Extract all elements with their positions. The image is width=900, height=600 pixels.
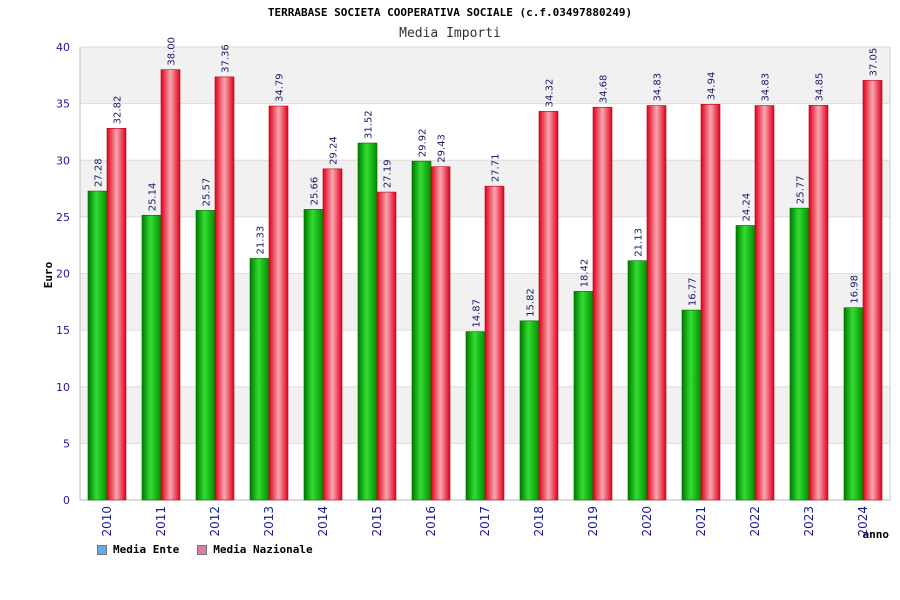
- bar-media-ente: [249, 258, 270, 501]
- x-tick-label: 2014: [316, 506, 330, 537]
- y-tick-label: 10: [56, 381, 70, 394]
- data-label: 34.79: [275, 73, 286, 102]
- data-label: 32.82: [113, 96, 124, 125]
- bar-media-ente: [465, 331, 486, 501]
- x-tick-label: 2022: [748, 506, 762, 537]
- data-label: 21.33: [256, 226, 267, 255]
- data-label: 25.77: [796, 176, 807, 205]
- data-label: 21.13: [634, 228, 645, 257]
- x-tick-label: 2016: [424, 506, 438, 537]
- data-label: 29.92: [418, 129, 429, 158]
- data-label: 16.77: [688, 277, 699, 306]
- legend-swatch-nazionale: [197, 544, 208, 555]
- chart-legend: Media Ente Media Nazionale: [97, 543, 313, 556]
- bar-media-nazionale: [538, 111, 559, 501]
- y-tick-label: 20: [56, 268, 70, 281]
- data-label: 16.98: [850, 275, 861, 304]
- data-label: 29.24: [329, 136, 340, 165]
- data-label: 14.87: [472, 299, 483, 328]
- data-label: 29.43: [437, 134, 448, 163]
- bar-media-nazionale: [862, 80, 883, 501]
- x-tick-label: 2018: [532, 506, 546, 537]
- bar-media-ente: [519, 320, 540, 501]
- chart-subtitle: Media Importi: [399, 26, 501, 41]
- data-label: 18.42: [580, 259, 591, 288]
- x-tick-label: 2019: [586, 506, 600, 537]
- legend-swatch-ente: [97, 544, 107, 555]
- bar-media-ente: [141, 214, 162, 501]
- data-label: 27.19: [383, 159, 394, 188]
- x-tick-label: 2024: [856, 506, 870, 537]
- data-label: 37.05: [869, 48, 880, 77]
- bar-media-nazionale: [700, 104, 721, 501]
- data-label: 25.66: [310, 177, 321, 206]
- x-tick-label: 2023: [802, 506, 816, 537]
- bar-media-ente: [681, 309, 702, 501]
- bar-media-ente: [843, 307, 864, 501]
- legend-item-nazionale: Media Nazionale: [197, 543, 313, 556]
- y-tick-label: 35: [56, 98, 70, 111]
- bar-media-ente: [303, 209, 324, 501]
- bar-media-ente: [627, 260, 648, 501]
- bar-media-nazionale: [376, 191, 397, 501]
- data-label: 38.00: [167, 37, 178, 66]
- y-tick-label: 40: [56, 41, 70, 54]
- bar-media-nazionale: [214, 76, 235, 501]
- bar-media-nazionale: [484, 185, 505, 501]
- data-label: 34.68: [599, 75, 610, 104]
- data-label: 31.52: [364, 110, 375, 139]
- y-tick-label: 30: [56, 154, 70, 167]
- x-tick-label: 2010: [100, 506, 114, 537]
- bar-media-nazionale: [160, 69, 181, 501]
- bar-media-ente: [357, 142, 378, 501]
- bar-media-nazionale: [592, 106, 613, 501]
- bar-media-ente: [411, 160, 432, 501]
- bar-media-nazionale: [808, 105, 829, 501]
- x-tick-label: 2011: [154, 506, 168, 537]
- x-tick-label: 2021: [694, 506, 708, 537]
- legend-label-ente: Media Ente: [113, 543, 180, 556]
- data-label: 34.32: [545, 79, 556, 108]
- data-label: 27.28: [94, 158, 105, 187]
- y-tick-label: 0: [63, 494, 70, 507]
- bar-media-nazionale: [430, 166, 451, 501]
- legend-item-ente: Media Ente: [97, 543, 179, 556]
- bar-media-nazionale: [646, 105, 667, 501]
- x-tick-label: 2017: [478, 506, 492, 537]
- data-label: 24.24: [742, 193, 753, 222]
- data-label: 37.36: [221, 44, 232, 73]
- bar-media-nazionale: [754, 105, 775, 501]
- bar-media-ente: [789, 207, 810, 501]
- data-label: 15.82: [526, 288, 537, 317]
- y-tick-label: 25: [56, 211, 70, 224]
- data-label: 27.71: [491, 154, 502, 183]
- y-tick-label: 5: [63, 437, 70, 450]
- x-axis-label: anno: [863, 528, 890, 541]
- x-tick-label: 2015: [370, 506, 384, 537]
- legend-label-nazionale: Media Nazionale: [213, 543, 313, 556]
- data-label: 34.85: [815, 73, 826, 102]
- x-tick-label: 2013: [262, 506, 276, 537]
- bar-media-ente: [573, 291, 594, 501]
- bar-media-nazionale: [106, 128, 127, 501]
- y-tick-label: 15: [56, 324, 70, 337]
- x-tick-label: 2020: [640, 506, 654, 537]
- bar-media-nazionale: [268, 105, 289, 501]
- data-label: 34.94: [707, 72, 718, 101]
- bar-media-nazionale: [322, 168, 343, 501]
- bar-media-ente: [87, 190, 108, 501]
- bar-media-ente: [195, 210, 216, 501]
- chart-title: TERRABASE SOCIETA COOPERATIVA SOCIALE (c…: [267, 6, 633, 19]
- data-label: 34.83: [761, 73, 772, 102]
- data-label: 25.14: [148, 183, 159, 212]
- bar-media-ente: [735, 225, 756, 501]
- data-label: 25.57: [202, 178, 213, 207]
- data-label: 34.83: [653, 73, 664, 102]
- y-axis-label: Euro: [42, 261, 55, 288]
- x-tick-label: 2012: [208, 506, 222, 537]
